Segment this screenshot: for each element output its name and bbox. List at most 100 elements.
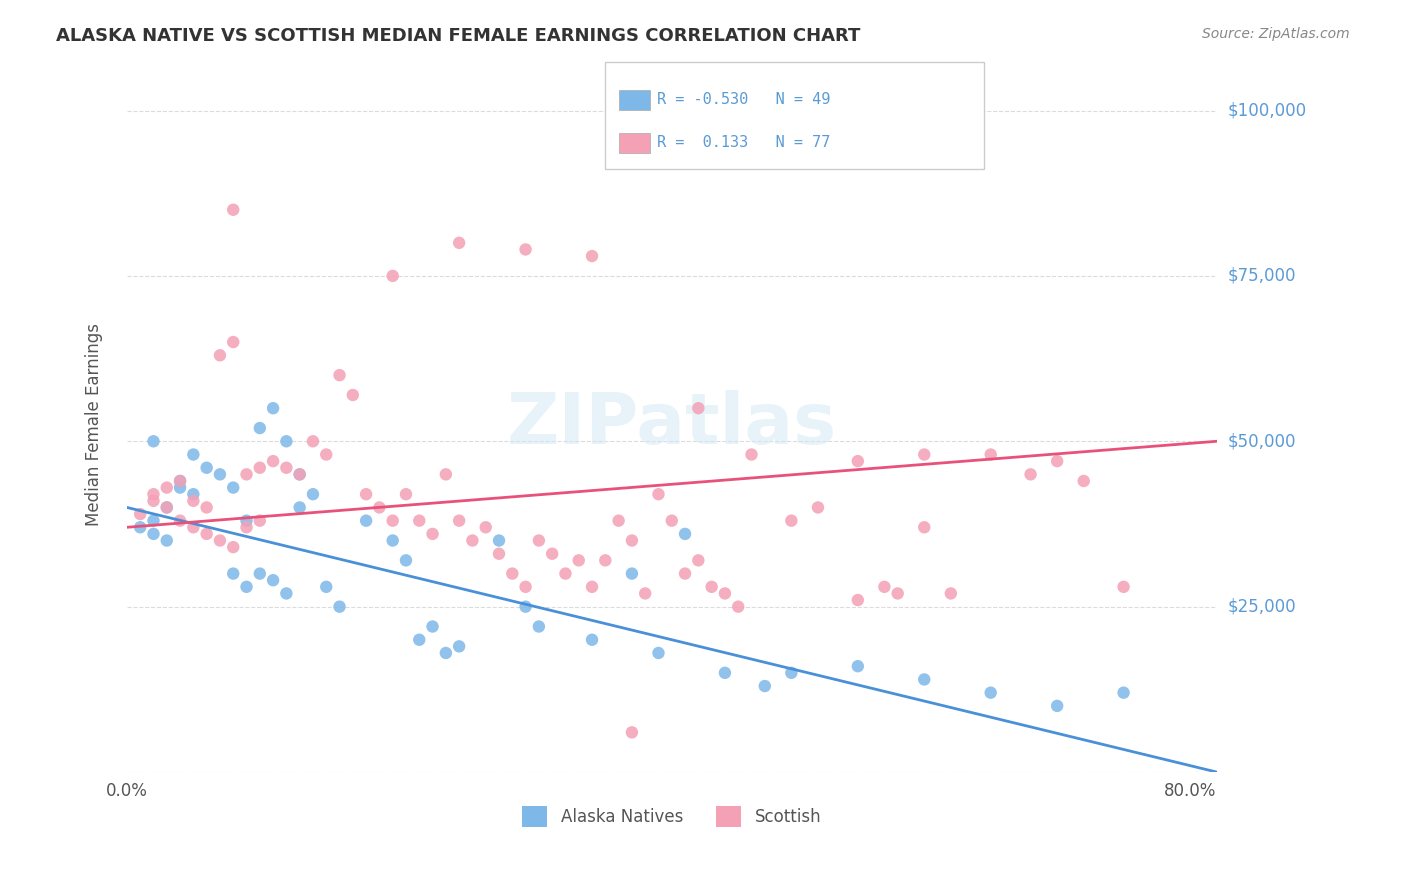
Scottish [873,580,896,594]
Text: R = -0.530   N = 49: R = -0.530 N = 49 [657,93,830,107]
Alaska Natives [156,533,179,548]
Alaska Natives [395,553,418,567]
Scottish [249,460,271,475]
Alaska Natives [142,514,165,528]
Scottish [980,448,1002,462]
Scottish [688,553,710,567]
Scottish [620,533,643,548]
Scottish [235,520,257,534]
Scottish [488,547,510,561]
Alaska Natives [527,619,550,633]
Scottish [634,586,657,600]
Scottish [183,520,205,534]
Alaska Natives [980,686,1002,700]
Scottish [501,566,523,581]
Scottish [408,514,430,528]
Scottish [912,520,935,534]
Scottish [700,580,723,594]
Scottish [288,467,311,482]
Scottish [568,553,591,567]
Alaska Natives [328,599,350,614]
Alaska Natives [381,533,404,548]
Scottish [129,507,152,521]
Scottish [527,533,550,548]
Scottish [673,566,696,581]
Alaska Natives [208,467,231,482]
Scottish [276,460,298,475]
Scottish [302,434,325,449]
Alaska Natives [249,566,271,581]
Scottish [208,533,231,548]
Scottish [807,500,830,515]
Alaska Natives [288,467,311,482]
Alaska Natives [142,434,165,449]
Scottish [1112,580,1135,594]
Scottish [142,487,165,501]
Alaska Natives [183,448,205,462]
Text: $75,000: $75,000 [1227,267,1296,285]
Alaska Natives [354,514,377,528]
Scottish [620,725,643,739]
Alaska Natives [183,487,205,501]
Alaska Natives [1046,698,1069,713]
Scottish [328,368,350,383]
Scottish [515,243,537,257]
Scottish [156,481,179,495]
Scottish [886,586,908,600]
Scottish [661,514,683,528]
Alaska Natives [195,460,218,475]
Alaska Natives [169,474,191,488]
Scottish [315,448,337,462]
Alaska Natives [276,434,298,449]
Scottish [169,514,191,528]
Alaska Natives [288,500,311,515]
Scottish [554,566,576,581]
Scottish [142,493,165,508]
Scottish [1019,467,1042,482]
Alaska Natives [169,481,191,495]
Scottish [222,540,245,554]
Scottish [222,202,245,217]
Scottish [780,514,803,528]
Text: $50,000: $50,000 [1227,433,1296,450]
Scottish [581,580,603,594]
Alaska Natives [129,520,152,534]
Scottish [541,547,564,561]
Alaska Natives [714,665,737,680]
Alaska Natives [262,401,284,416]
Scottish [422,527,444,541]
Scottish [727,599,749,614]
Alaska Natives [408,632,430,647]
Scottish [714,586,737,600]
Scottish [381,514,404,528]
Alaska Natives [315,580,337,594]
Scottish [169,474,191,488]
Scottish [354,487,377,501]
Scottish [846,593,869,607]
Scottish [195,500,218,515]
Alaska Natives [647,646,669,660]
Alaska Natives [581,632,603,647]
Scottish [381,268,404,283]
Scottish [449,235,471,250]
Scottish [595,553,617,567]
Scottish [740,448,762,462]
Alaska Natives [780,665,803,680]
Text: R =  0.133   N = 77: R = 0.133 N = 77 [657,136,830,150]
Alaska Natives [262,573,284,587]
Alaska Natives [422,619,444,633]
Scottish [156,500,179,515]
Scottish [395,487,418,501]
Alaska Natives [249,421,271,435]
Scottish [449,514,471,528]
Scottish [461,533,484,548]
Alaska Natives [846,659,869,673]
Alaska Natives [235,580,257,594]
Scottish [222,334,245,349]
Alaska Natives [620,566,643,581]
Scottish [434,467,457,482]
Scottish [183,493,205,508]
Scottish [688,401,710,416]
Alaska Natives [673,527,696,541]
Alaska Natives [1112,686,1135,700]
